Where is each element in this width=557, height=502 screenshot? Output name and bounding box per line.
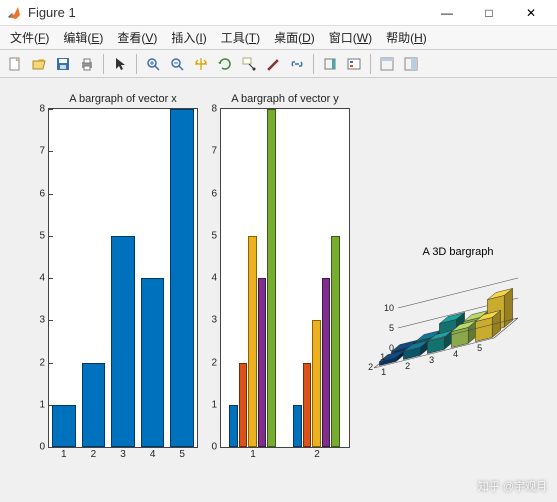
svg-text:3: 3 <box>429 355 434 365</box>
svg-text:5: 5 <box>477 343 482 353</box>
insert-legend-button[interactable] <box>343 53 365 75</box>
rotate-button[interactable] <box>214 53 236 75</box>
menu-d[interactable]: 桌面(D) <box>268 27 321 48</box>
toolbar-separator <box>370 54 371 74</box>
svg-text:10: 10 <box>384 303 394 313</box>
window-buttons: — □ ✕ <box>427 2 551 24</box>
figure-canvas: A bargraph of vector x 01234567812345 A … <box>0 78 557 502</box>
ytick: 0 <box>39 442 49 453</box>
toolbar-separator <box>136 54 137 74</box>
ytick: 5 <box>39 230 49 241</box>
axes-2-title: A bargraph of vector y <box>221 93 349 105</box>
window-title: Figure 1 <box>28 5 427 20</box>
menu-i[interactable]: 插入(I) <box>165 27 212 48</box>
bar <box>258 278 267 447</box>
ytick: 6 <box>211 188 221 199</box>
close-icon: ✕ <box>526 6 536 20</box>
ytick: 8 <box>211 104 221 115</box>
ytick: 3 <box>211 315 221 326</box>
svg-text:2: 2 <box>405 361 410 371</box>
data-cursor-button[interactable] <box>238 53 260 75</box>
ytick: 6 <box>39 188 49 199</box>
ytick: 0 <box>211 442 221 453</box>
close-button[interactable]: ✕ <box>511 2 551 24</box>
bar <box>248 236 257 447</box>
xtick: 1 <box>61 447 67 460</box>
new-button[interactable] <box>4 53 26 75</box>
svg-text:5: 5 <box>389 323 394 333</box>
bar <box>141 278 165 447</box>
xtick: 4 <box>150 447 156 460</box>
open-button[interactable] <box>28 53 50 75</box>
maximize-icon: □ <box>485 6 492 20</box>
menu-f[interactable]: 文件(F) <box>4 27 55 48</box>
svg-text:2: 2 <box>368 362 373 372</box>
xtick: 5 <box>179 447 185 460</box>
axes-1[interactable]: A bargraph of vector x 01234567812345 <box>48 108 198 448</box>
ytick: 4 <box>211 273 221 284</box>
axes-1-title: A bargraph of vector x <box>49 93 197 105</box>
bar <box>293 405 302 447</box>
ytick: 1 <box>39 399 49 410</box>
maximize-button[interactable]: □ <box>469 2 509 24</box>
svg-text:1: 1 <box>381 367 386 377</box>
bar <box>229 405 238 447</box>
matlab-icon <box>6 5 22 21</box>
ytick: 7 <box>211 146 221 157</box>
pan-button[interactable] <box>190 53 212 75</box>
insert-colorbar-button[interactable] <box>319 53 341 75</box>
svg-text:1: 1 <box>380 352 385 362</box>
xtick: 2 <box>314 447 320 460</box>
dock-button[interactable] <box>400 53 422 75</box>
axes-3[interactable]: A 3D bargraph 05101234512 <box>368 248 548 388</box>
bar <box>303 363 312 448</box>
ytick: 5 <box>211 230 221 241</box>
xtick: 3 <box>120 447 126 460</box>
print-button[interactable] <box>76 53 98 75</box>
bar <box>312 320 321 447</box>
ytick: 4 <box>39 273 49 284</box>
save-button[interactable] <box>52 53 74 75</box>
axes-2[interactable]: A bargraph of vector y 01234567812 <box>220 108 350 448</box>
menu-w[interactable]: 窗口(W) <box>323 27 378 48</box>
bar <box>331 236 340 447</box>
svg-text:4: 4 <box>453 349 458 359</box>
xtick: 1 <box>250 447 256 460</box>
ytick: 2 <box>211 357 221 368</box>
minimize-icon: — <box>441 6 453 20</box>
zoom-in-button[interactable] <box>142 53 164 75</box>
bar <box>170 109 194 447</box>
hide-tools-button[interactable] <box>376 53 398 75</box>
bar <box>239 363 248 448</box>
brush-button[interactable] <box>262 53 284 75</box>
menu-h[interactable]: 帮助(H) <box>380 27 433 48</box>
menu-t[interactable]: 工具(T) <box>215 27 266 48</box>
menubar: 文件(F)编辑(E)查看(V)插入(I)工具(T)桌面(D)窗口(W)帮助(H) <box>0 26 557 50</box>
bar <box>111 236 135 447</box>
ytick: 3 <box>39 315 49 326</box>
menu-v[interactable]: 查看(V) <box>111 27 163 48</box>
minimize-button[interactable]: — <box>427 2 467 24</box>
bar <box>322 278 331 447</box>
menu-e[interactable]: 编辑(E) <box>57 27 109 48</box>
ytick: 2 <box>39 357 49 368</box>
ytick: 7 <box>39 146 49 157</box>
bar <box>52 405 76 447</box>
titlebar: Figure 1 — □ ✕ <box>0 0 557 26</box>
bar <box>267 109 276 447</box>
pointer-button[interactable] <box>109 53 131 75</box>
toolbar-separator <box>103 54 104 74</box>
zoom-out-button[interactable] <box>166 53 188 75</box>
link-button[interactable] <box>286 53 308 75</box>
ytick: 8 <box>39 104 49 115</box>
xtick: 2 <box>91 447 97 460</box>
toolbar <box>0 50 557 78</box>
watermark: 知乎 @宇观月 <box>478 478 547 494</box>
toolbar-separator <box>313 54 314 74</box>
bar <box>82 363 106 448</box>
ytick: 1 <box>211 399 221 410</box>
